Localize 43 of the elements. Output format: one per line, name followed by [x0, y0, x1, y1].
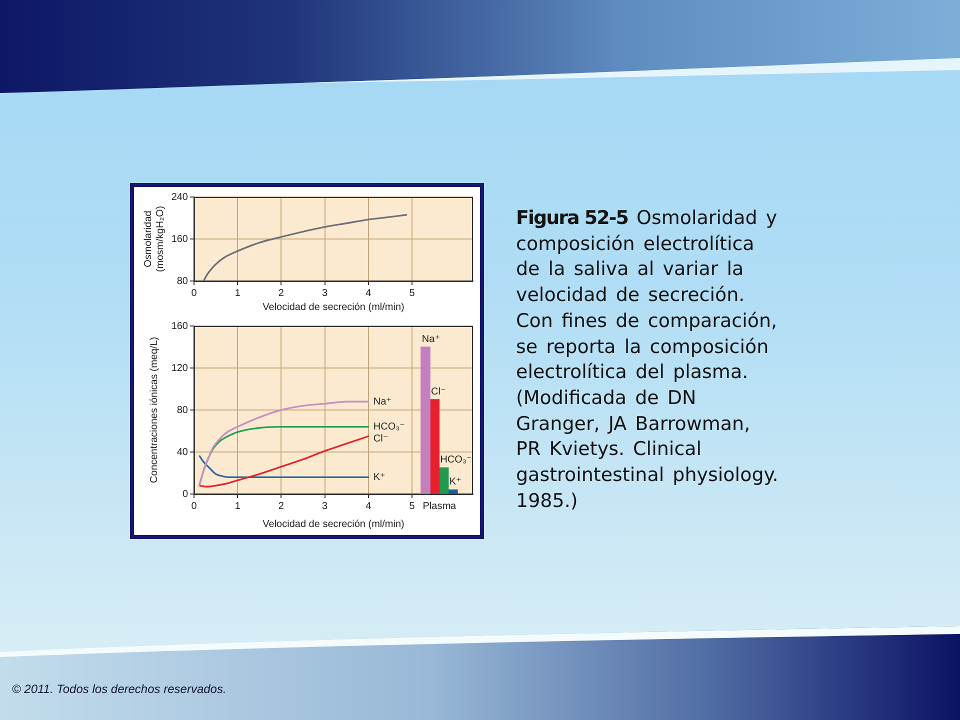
line-series [198, 435, 370, 488]
line-series [202, 214, 408, 281]
y-tick-label: 160 [171, 234, 188, 245]
series-label: Na⁺ [422, 334, 440, 345]
series-label: K⁺ [373, 472, 386, 483]
x-tick-label: 1 [234, 288, 241, 299]
text: © 2011. Todos los derechos reservados. [12, 682, 226, 696]
y-axis-title: Osmolaridad (mosm/kgH₂O) [142, 206, 166, 272]
line-series [198, 400, 370, 486]
bar [420, 346, 430, 494]
series-label: K⁺ [449, 476, 462, 488]
series-label: HCO₃⁻ [440, 454, 472, 466]
series-label: Cl⁻ [373, 434, 388, 445]
line-series [198, 455, 370, 478]
series-label: HCO₃⁻ [373, 422, 405, 433]
y-tick-label: 80 [176, 404, 188, 416]
bar [438, 467, 449, 494]
x-tick-label: 4 [366, 288, 372, 299]
x-tick-label: 2 [278, 288, 284, 299]
y-tick-label: 160 [171, 320, 188, 332]
series-label: Cl⁻ [431, 386, 446, 398]
y-tick-label: 0 [182, 488, 188, 500]
x-tick-label: 0 [191, 288, 198, 299]
x-tick-label: 0 [191, 500, 198, 512]
x-tick-label: 4 [366, 500, 372, 512]
x-tick-label: 3 [322, 288, 328, 299]
y-tick-label: 80 [176, 276, 188, 287]
x-tick-label: Plasma [422, 500, 457, 512]
y-tick-label: 240 [171, 192, 188, 203]
y-tick-label: 40 [176, 446, 188, 458]
series-label: Na⁺ [373, 396, 392, 408]
y-axis-title: Concentraciones iónicas (meq/L) [148, 336, 160, 484]
x-tick-label: 5 [409, 500, 416, 512]
x-tick-label: 2 [278, 500, 284, 512]
x-axis-title: Velocidad de secreción (ml/min) [262, 302, 404, 313]
x-tick-label: 3 [322, 500, 328, 512]
bar [448, 489, 458, 494]
x-tick-label: 1 [234, 500, 241, 512]
bar [430, 399, 440, 494]
x-tick-label: 5 [409, 288, 416, 299]
x-axis-title: Velocidad de secreción (ml/min) [262, 518, 404, 530]
y-tick-label: 120 [171, 362, 188, 374]
text: Figura 52-5 [516, 207, 628, 229]
